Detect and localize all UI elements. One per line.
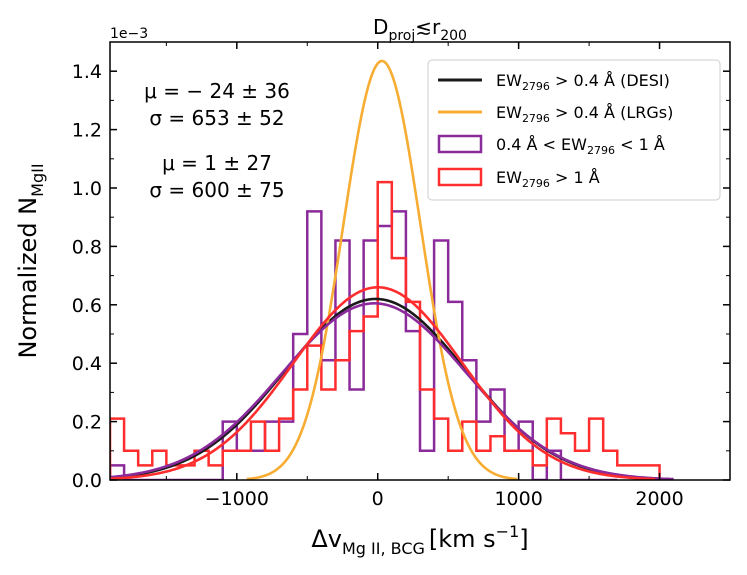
x-tick-label: 1000 — [494, 488, 542, 510]
histogram-layer — [110, 180, 661, 480]
gaussian-curve-red — [110, 285, 656, 480]
legend-label-lrgs: EW2796 > 0.4 Å (LRGs) — [496, 103, 673, 125]
chart-title: Dproj≲r200 — [373, 15, 467, 44]
legend-label-purple: 0.4 Å < EW2796 < 1 Å — [496, 135, 665, 157]
annotation-mu-red: μ = 1 ± 27 — [162, 151, 272, 175]
x-tick-label: −1000 — [205, 488, 269, 510]
y-tick-label: 0.2 — [72, 412, 102, 434]
x-tick-label: 0 — [372, 488, 384, 510]
x-axis-label: ΔvMg II, BCG [km s−1] — [311, 522, 528, 558]
x-tick-label: 2000 — [635, 488, 683, 510]
y-axis-label: Normalized NMgII — [14, 163, 47, 358]
legend-box-purple — [437, 134, 483, 154]
y-tick-label: 0.8 — [72, 236, 102, 258]
y-tick-label: 1.2 — [72, 120, 102, 142]
y-tick-label: 0.6 — [72, 295, 102, 317]
y-tick-label: 1.0 — [72, 178, 102, 200]
y-tick-label: 0.4 — [72, 353, 102, 375]
legend-box-red — [437, 167, 483, 187]
y-tick-label: 0.0 — [72, 470, 102, 492]
gaussian-curve-layer — [110, 59, 674, 480]
annotation-sigma-red: σ = 600 ± 75 — [149, 178, 284, 202]
legend-frame — [427, 59, 721, 201]
gaussian-curve-lrgs — [246, 59, 518, 480]
y-scale-label: 1e−3 — [110, 26, 148, 42]
legend-label-desi: EW2796 > 0.4 Å (DESI) — [496, 71, 670, 93]
histogram-series-purple — [110, 210, 618, 480]
y-tick-label: 1.4 — [72, 61, 102, 83]
annotations: μ = − 24 ± 36 σ = 653 ± 52 μ = 1 ± 27 σ … — [144, 79, 290, 202]
annotation-sigma-purple: σ = 653 ± 52 — [149, 106, 284, 130]
annotation-mu-purple: μ = − 24 ± 36 — [144, 79, 290, 103]
plot-frame — [109, 41, 731, 481]
gaussian-curve-purple — [110, 302, 674, 480]
legend: EW2796 > 0.4 Å (DESI) EW2796 > 0.4 Å (LR… — [427, 59, 721, 201]
legend-label-red: EW2796 > 1 Å — [496, 168, 600, 190]
tick-layer: −1000 0 1000 2000 0.0 0.2 0.4 0.6 0.8 1.0 1.2 1.4 — [72, 41, 731, 510]
